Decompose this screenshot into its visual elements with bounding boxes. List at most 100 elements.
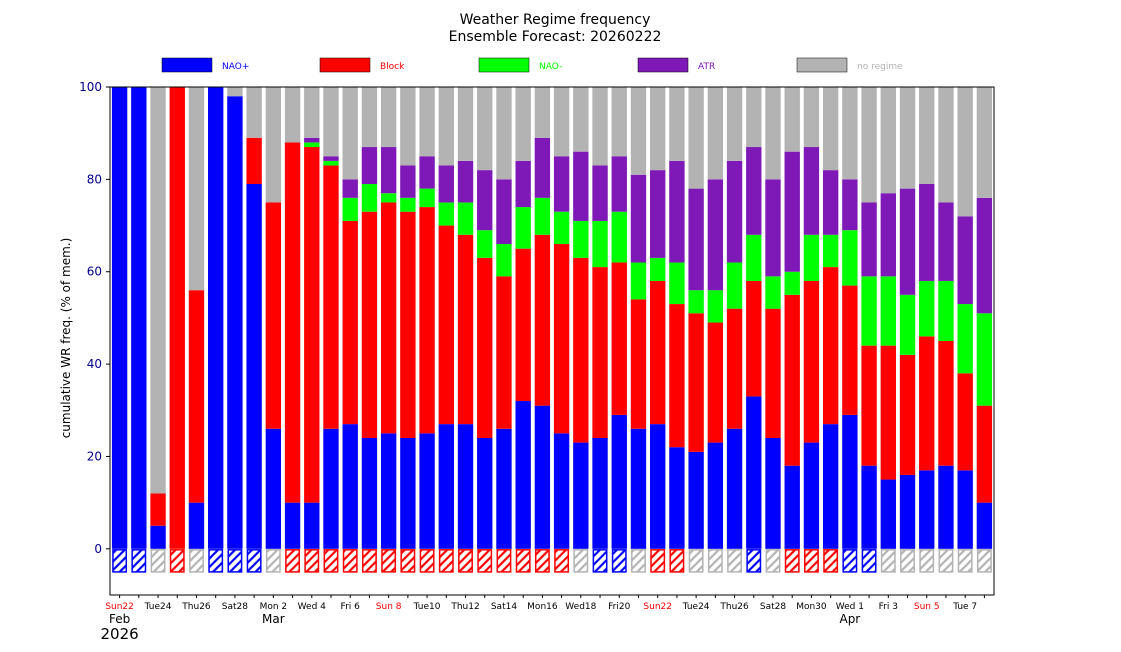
bar-nao--13 (361, 437, 378, 549)
bar-nao--20 (496, 428, 512, 549)
bar-nao--24 (573, 442, 589, 549)
bar-nao--28 (650, 257, 666, 281)
regime-marker-10 (304, 549, 320, 573)
legend-label-nao-: NAO+ (222, 62, 249, 72)
x-tick-label: Mon 2 (260, 602, 288, 612)
bar-atr-17 (438, 165, 454, 203)
bar-no-regime-19 (477, 87, 493, 171)
bar-atr-16 (419, 156, 435, 189)
bar-atr-14 (380, 147, 397, 194)
bar-nao--37 (822, 424, 839, 549)
legend-swatch-nao- (161, 57, 213, 73)
bar-block-40 (880, 345, 896, 480)
regime-marker-15 (400, 549, 416, 573)
legend-swatch-no-regime (796, 57, 848, 73)
bar-block-16 (419, 207, 435, 434)
bar-block-42 (919, 336, 935, 471)
bar-nao--10 (304, 502, 320, 549)
bar-no-regime-33 (746, 87, 762, 148)
bar-nao--26 (611, 414, 627, 549)
bar-block-17 (438, 225, 454, 425)
regime-marker-23 (554, 549, 570, 573)
bar-no-regime-2 (150, 87, 166, 494)
regime-marker-30 (688, 549, 704, 573)
bar-block-12 (342, 220, 358, 425)
bar-nao--32 (726, 262, 743, 309)
bar-nao--22 (534, 405, 551, 549)
bar-block-41 (899, 354, 916, 475)
bar-nao--2 (150, 525, 166, 549)
bar-atr-25 (592, 165, 608, 221)
bar-no-regime-16 (419, 87, 435, 157)
regime-marker-18 (458, 549, 473, 573)
y-tick-label: 60 (87, 265, 102, 279)
y-tick-label: 20 (87, 449, 102, 463)
bar-atr-21 (515, 160, 531, 208)
bar-block-45 (976, 405, 993, 503)
regime-marker-20 (496, 549, 512, 573)
bar-atr-45 (976, 197, 993, 314)
bar-block-3 (169, 87, 185, 549)
bar-no-regime-27 (630, 87, 647, 175)
bar-block-2 (150, 493, 166, 526)
bar-block-15 (400, 211, 416, 438)
x-axis: Sun22 Tue24 Thu26 Sat28 Mon 2 Wed 4 Fri 6 Sun 8… (101, 595, 985, 643)
regime-marker-44 (957, 549, 973, 573)
bar-no-regime-4 (188, 87, 205, 291)
bar-block-28 (650, 280, 666, 425)
regime-markers (112, 549, 992, 573)
bar-no-regime-34 (765, 87, 781, 180)
bar-block-33 (746, 280, 762, 397)
bar-block-8 (265, 202, 282, 429)
x-tick-label: Tue 7 (952, 602, 977, 612)
bar-nao--36 (803, 234, 820, 281)
bar-nao--25 (592, 437, 608, 549)
legend-label-nao-: NAO- (539, 62, 562, 72)
bar-nao--40 (880, 479, 896, 549)
regime-marker-17 (438, 549, 454, 573)
bar-nao--44 (957, 470, 973, 549)
bar-block-11 (323, 165, 339, 429)
bar-no-regime-9 (284, 87, 301, 143)
bar-nao--34 (765, 437, 781, 549)
bar-no-regime-10 (304, 87, 320, 138)
bar-nao--36 (803, 442, 820, 549)
bar-no-regime-13 (361, 87, 378, 148)
bar-block-18 (457, 234, 474, 425)
x-tick-label: Fri20 (608, 602, 630, 612)
regime-marker-16 (419, 549, 435, 573)
bar-no-regime-11 (323, 87, 339, 157)
bar-nao--5 (208, 87, 224, 549)
bar-nao--30 (688, 290, 704, 314)
regime-marker-28 (650, 549, 666, 573)
bar-atr-18 (457, 160, 474, 203)
x-tick-label: Sun 8 (376, 602, 402, 612)
x-tick-label: Fri 6 (341, 602, 361, 612)
y-tick-label: 80 (87, 172, 102, 186)
bar-atr-22 (534, 137, 551, 198)
bar-atr-39 (861, 202, 877, 277)
bar-nao--31 (707, 290, 724, 323)
bar-nao--41 (899, 474, 916, 549)
bar-nao--33 (746, 396, 762, 549)
bar-atr-28 (650, 170, 666, 258)
bar-nao--11 (323, 428, 339, 549)
bar-nao--14 (380, 193, 397, 203)
bar-nao--25 (592, 220, 608, 268)
bar-nao--6 (227, 96, 243, 549)
regime-marker-35 (784, 549, 800, 573)
x-tick-label: Tue24 (682, 602, 710, 612)
regime-marker-3 (169, 549, 185, 573)
bar-block-10 (304, 147, 320, 503)
bar-no-regime-30 (688, 87, 704, 189)
bar-nao--23 (553, 211, 570, 245)
regime-marker-25 (592, 549, 608, 573)
bar-nao--29 (669, 262, 685, 305)
bar-no-regime-40 (880, 87, 896, 194)
plot-frame (109, 86, 995, 596)
bar-nao--26 (611, 211, 627, 263)
bar-atr-44 (957, 216, 973, 305)
bar-atr-41 (899, 188, 916, 295)
regime-marker-40 (880, 549, 896, 573)
